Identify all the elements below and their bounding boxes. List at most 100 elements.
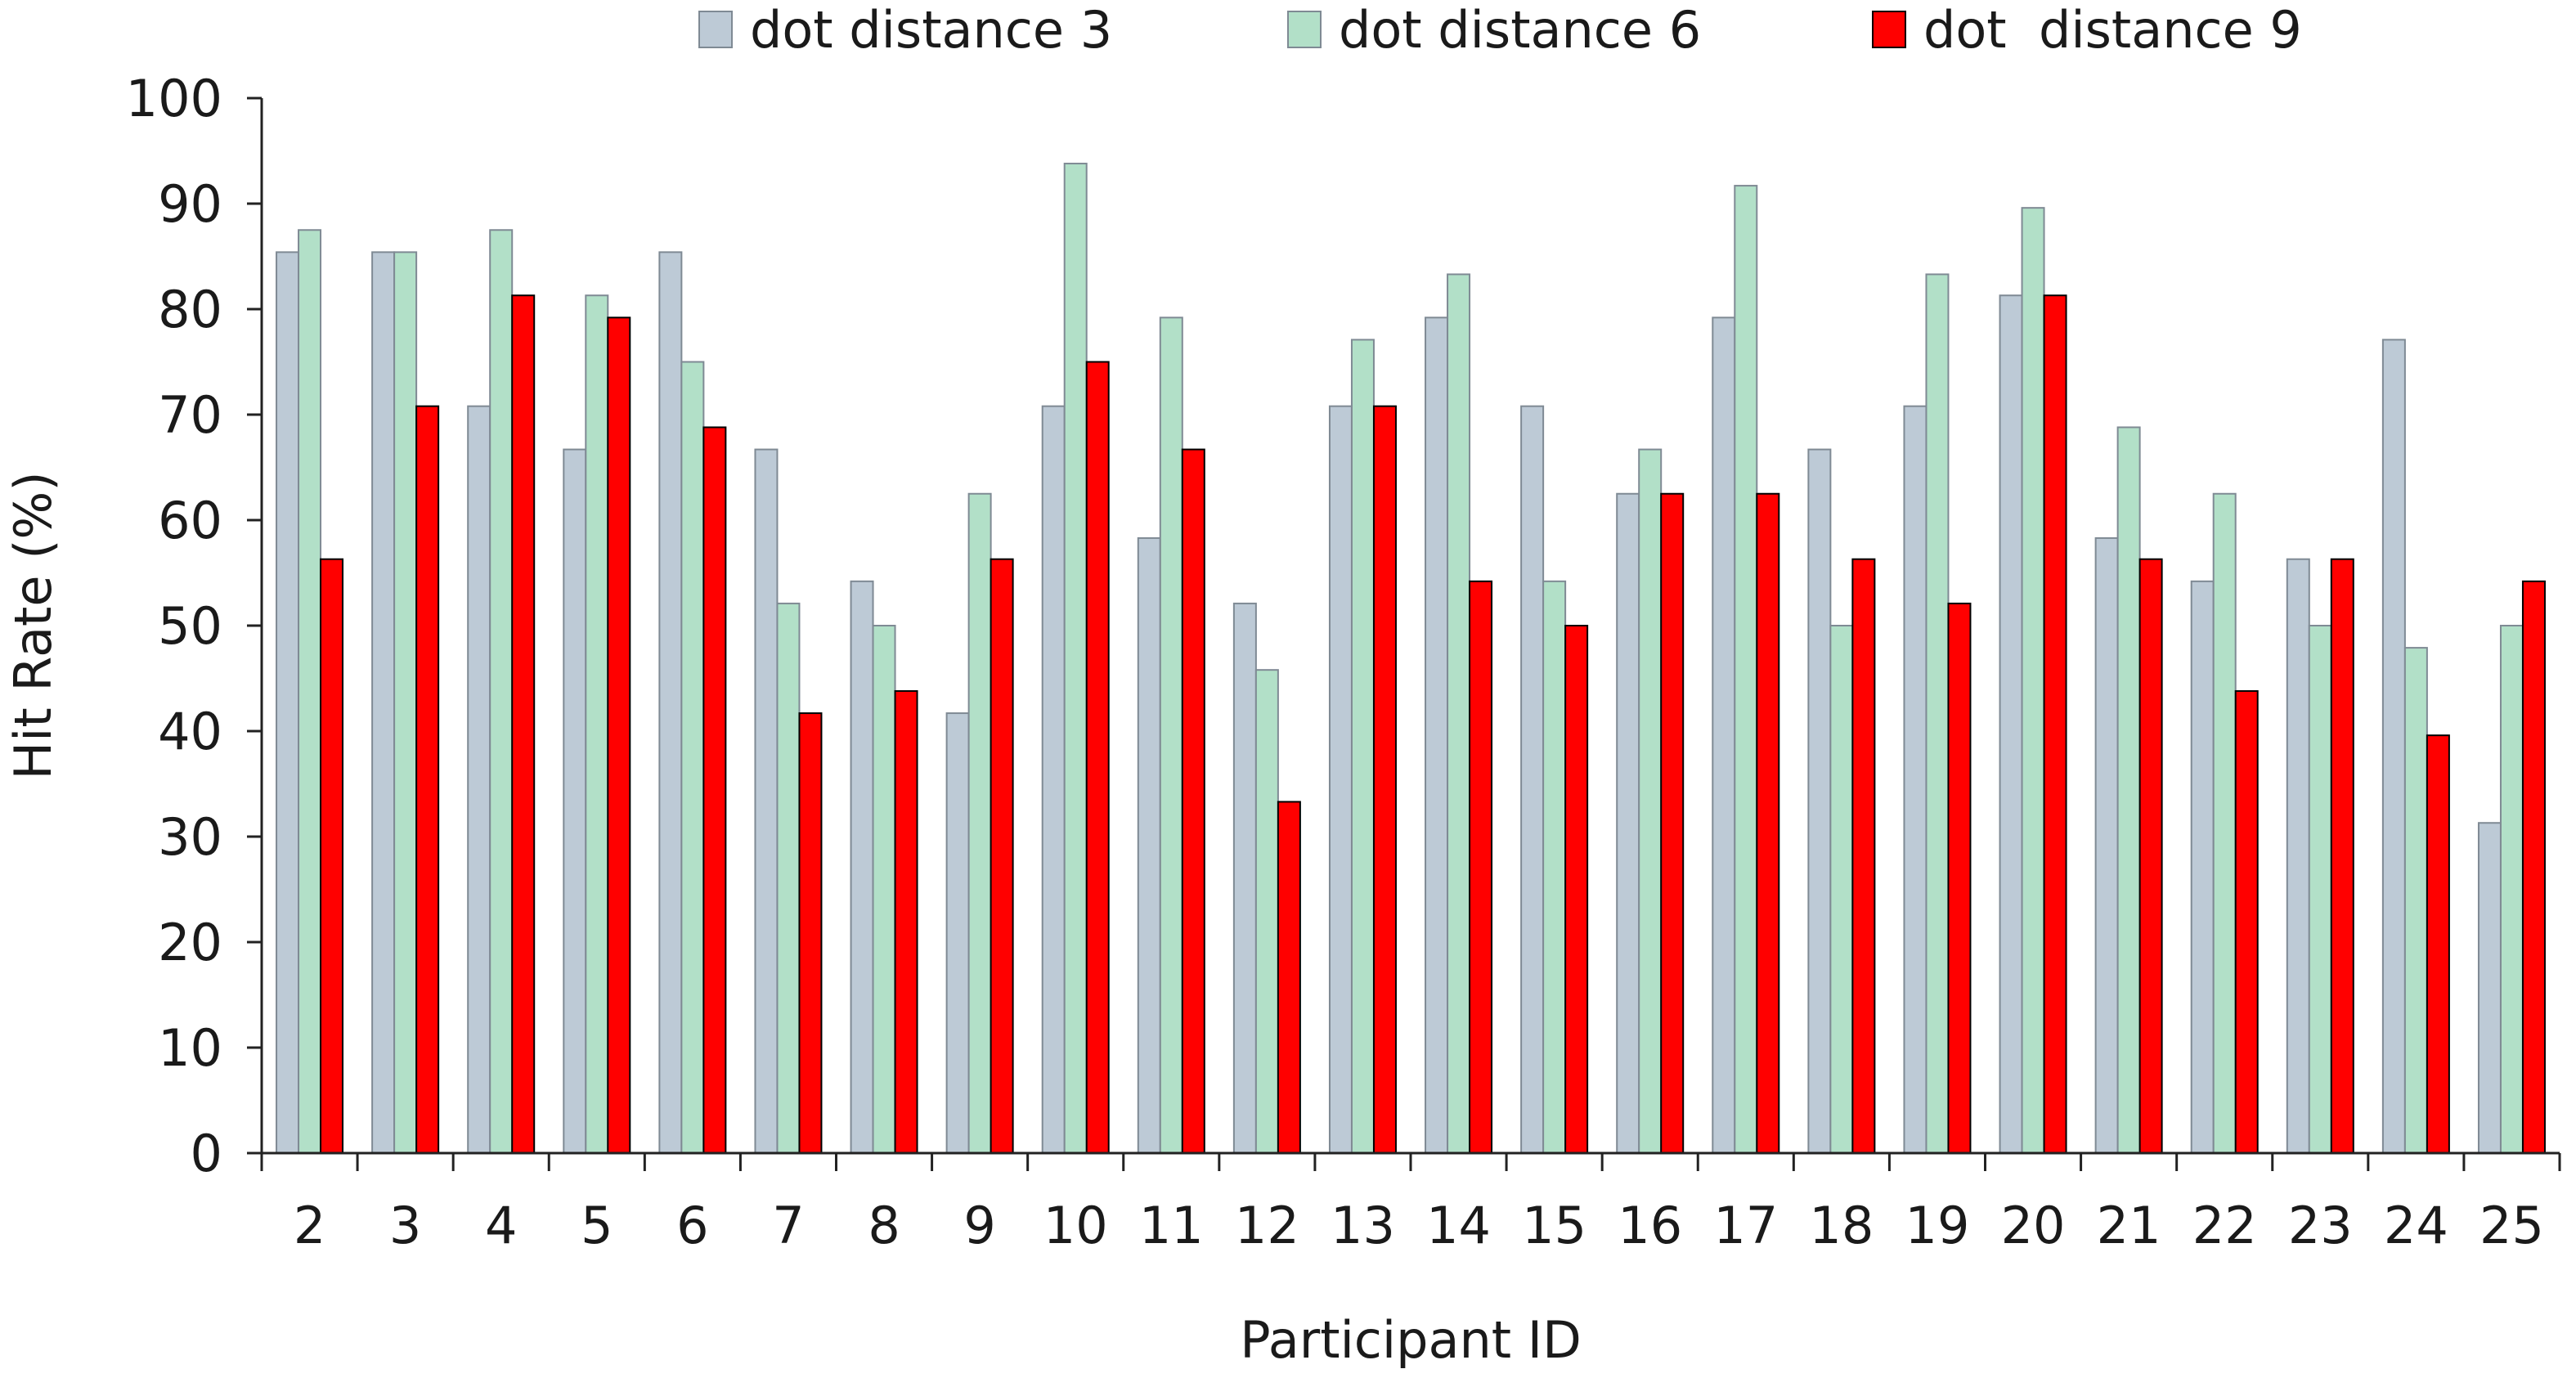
x-tick-label: 4	[485, 1196, 517, 1255]
bar-3-9	[990, 558, 1014, 1154]
bars	[276, 162, 2546, 1155]
bar-3-10	[1085, 361, 1110, 1154]
x-axis-title: Participant ID	[1240, 1310, 1582, 1370]
bar-2-14	[1447, 273, 1471, 1154]
bar-2-6	[680, 361, 705, 1154]
bar-1-15	[1520, 405, 1545, 1154]
x-tick-label: 21	[2097, 1196, 2161, 1255]
legend-swatch-3	[1872, 11, 1906, 48]
bar-1-18	[1807, 448, 1832, 1154]
bar-1-8	[850, 580, 874, 1154]
bar-1-24	[2381, 339, 2406, 1155]
x-tick-label: 10	[1043, 1196, 1108, 1255]
bar-1-22	[2190, 580, 2215, 1154]
bar-3-22	[2234, 689, 2259, 1154]
bar-2-4	[489, 229, 514, 1154]
y-tick-label: 10	[158, 1018, 222, 1078]
bar-3-12	[1277, 801, 1301, 1154]
bar-3-6	[702, 426, 727, 1154]
legend-swatch-1	[698, 11, 733, 48]
bar-1-20	[1999, 294, 2023, 1155]
y-tick-label: 60	[158, 491, 222, 550]
bar-2-25	[2499, 625, 2524, 1154]
bar-3-16	[1660, 492, 1685, 1154]
bar-2-16	[1638, 448, 1663, 1154]
bar-1-16	[1616, 492, 1640, 1154]
bar-3-18	[1851, 558, 1876, 1154]
bar-1-25	[2477, 822, 2502, 1154]
x-tick-label: 19	[1905, 1196, 1970, 1255]
bar-3-17	[1756, 492, 1780, 1154]
bar-3-7	[798, 712, 823, 1154]
bar-1-11	[1137, 536, 1161, 1154]
y-tick-label: 80	[158, 280, 222, 339]
x-tick-label: 3	[389, 1196, 421, 1255]
bar-1-2	[276, 251, 300, 1155]
x-tick-label: 20	[2001, 1196, 2066, 1255]
x-tick-label: 11	[1139, 1196, 1204, 1255]
x-tick-label: 15	[1522, 1196, 1586, 1255]
bar-2-5	[585, 294, 609, 1155]
bar-3-21	[2138, 558, 2163, 1154]
bar-3-25	[2521, 580, 2546, 1154]
x-tick-label: 24	[2384, 1196, 2448, 1255]
bar-3-15	[1564, 625, 1589, 1154]
bar-2-20	[2021, 207, 2045, 1154]
x-tick-label: 16	[1618, 1196, 1682, 1255]
bar-1-3	[371, 251, 396, 1155]
y-tick-label: 90	[158, 174, 222, 234]
bar-1-17	[1712, 316, 1736, 1154]
x-tick-label: 6	[676, 1196, 708, 1255]
x-tick-label: 23	[2288, 1196, 2353, 1255]
bar-2-15	[1542, 580, 1567, 1154]
x-tick-label: 5	[581, 1196, 613, 1255]
y-tick-label: 70	[158, 385, 222, 445]
bar-2-18	[1829, 625, 1854, 1154]
legend-label-1: dot distance 3	[750, 0, 1112, 60]
y-tick-label: 100	[126, 69, 222, 128]
bar-3-11	[1181, 448, 1205, 1154]
bar-2-13	[1350, 339, 1375, 1155]
bar-2-11	[1159, 316, 1183, 1154]
bar-2-3	[393, 251, 418, 1155]
y-tick-label: 50	[158, 596, 222, 656]
y-axis-title: Hit Rate (%)	[3, 471, 63, 779]
bar-3-24	[2426, 734, 2450, 1154]
x-tick-label: 13	[1331, 1196, 1395, 1255]
bar-3-4	[511, 294, 536, 1155]
bar-2-19	[1925, 273, 1950, 1154]
bar-2-2	[298, 229, 322, 1154]
bar-1-10	[1041, 405, 1066, 1154]
bar-3-14	[1469, 580, 1493, 1154]
legend-label-3: dot distance 9	[1923, 0, 2302, 60]
x-tick-label: 12	[1235, 1196, 1299, 1255]
x-tick-label: 18	[1809, 1196, 1874, 1255]
x-tick-label: 17	[1713, 1196, 1778, 1255]
bar-2-10	[1063, 162, 1088, 1155]
x-tick-label: 22	[2192, 1196, 2257, 1255]
bar-2-21	[2116, 426, 2141, 1154]
bar-1-9	[945, 712, 970, 1154]
bar-2-12	[1254, 669, 1279, 1154]
legend-swatch-2	[1287, 11, 1322, 48]
bar-1-12	[1232, 602, 1257, 1154]
bar-3-13	[1372, 405, 1397, 1154]
legend: dot distance 3 dot distance 6 dot distance…	[698, 0, 2302, 60]
bar-1-5	[563, 448, 587, 1154]
bar-2-23	[2308, 625, 2332, 1154]
bar-1-19	[1903, 405, 1928, 1154]
y-tick-label: 0	[191, 1124, 222, 1183]
bar-2-7	[776, 602, 801, 1154]
legend-label-2: dot distance 6	[1339, 0, 1701, 60]
x-tick-label: 2	[294, 1196, 325, 1255]
y-tick-label: 30	[158, 807, 222, 867]
bar-1-4	[467, 405, 491, 1154]
x-tick-label: 25	[2480, 1196, 2544, 1255]
bar-2-9	[967, 492, 992, 1154]
bar-1-7	[754, 448, 779, 1154]
bar-3-5	[607, 316, 631, 1154]
bar-1-14	[1425, 316, 1449, 1154]
bar-2-17	[1734, 185, 1758, 1155]
